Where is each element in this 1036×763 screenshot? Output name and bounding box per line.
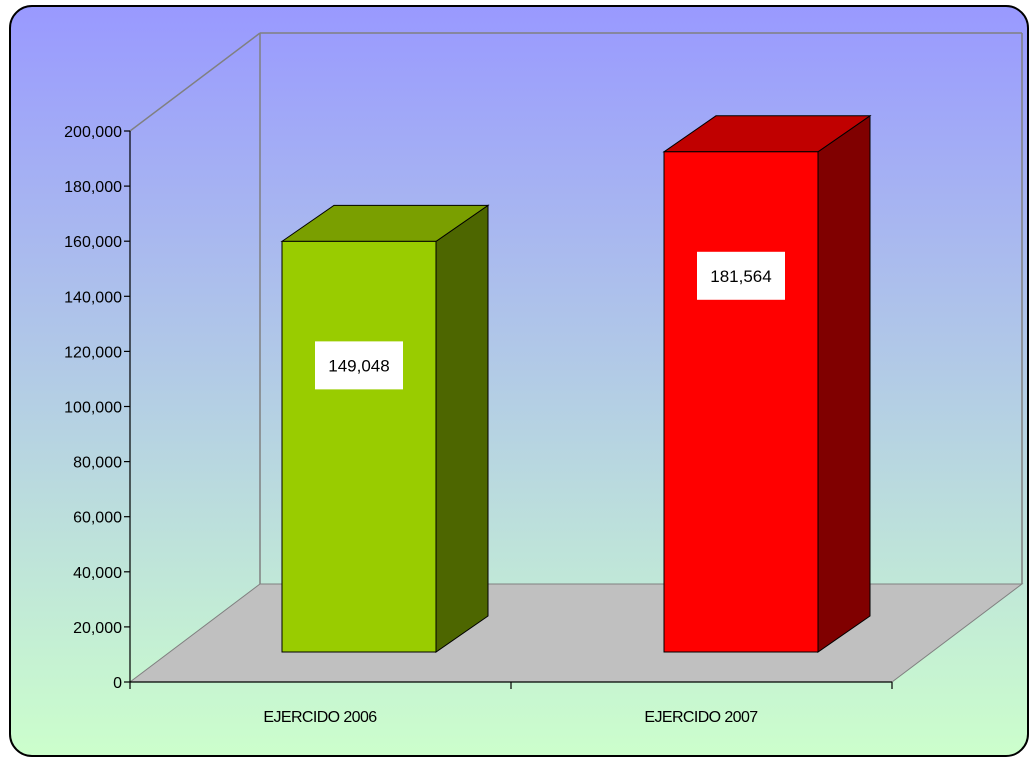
data-label: 149,048 — [315, 341, 403, 390]
y-tick-label: 200,000 — [64, 124, 122, 141]
y-tick-label: 40,000 — [73, 565, 122, 582]
side-wall-top — [129, 32, 261, 132]
category-labels: EJERCIDO 2006 EJERCIDO 2007 — [263, 709, 758, 726]
y-tick-label: 60,000 — [73, 510, 122, 527]
bar-side-face — [817, 114, 871, 653]
x-category-label: EJERCIDO 2007 — [644, 709, 758, 726]
chart-walls — [129, 32, 1023, 584]
chart-floor — [128, 583, 1024, 683]
y-tick-label: 180,000 — [64, 179, 122, 196]
y-tick-label: 140,000 — [64, 289, 122, 306]
bar-1: 149,048 — [280, 204, 490, 653]
bars: 149,048 181,564 — [280, 114, 872, 653]
y-tick-label: 0 — [113, 675, 122, 692]
bar-2: 181,564 — [662, 114, 872, 653]
y-tick-label: 120,000 — [64, 344, 122, 361]
data-label-text: 149,048 — [328, 356, 389, 375]
y-tick-label: 100,000 — [64, 400, 122, 417]
bar-front-face — [663, 151, 819, 653]
y-tick-label: 160,000 — [64, 234, 122, 251]
bar-side-face — [435, 204, 489, 653]
y-axis-ticks: 0 20,000 40,000 60,000 80,000 100,000 120,000 1… — [64, 124, 130, 692]
data-label-box — [697, 251, 785, 300]
data-label-text: 181,564 — [710, 267, 771, 286]
y-tick-label: 80,000 — [73, 455, 122, 472]
data-label: 181,564 — [697, 251, 785, 300]
data-label-box — [315, 341, 403, 390]
bar-front-face — [281, 240, 437, 653]
y-tick-label: 20,000 — [73, 620, 122, 637]
x-category-label: EJERCIDO 2006 — [263, 709, 377, 726]
